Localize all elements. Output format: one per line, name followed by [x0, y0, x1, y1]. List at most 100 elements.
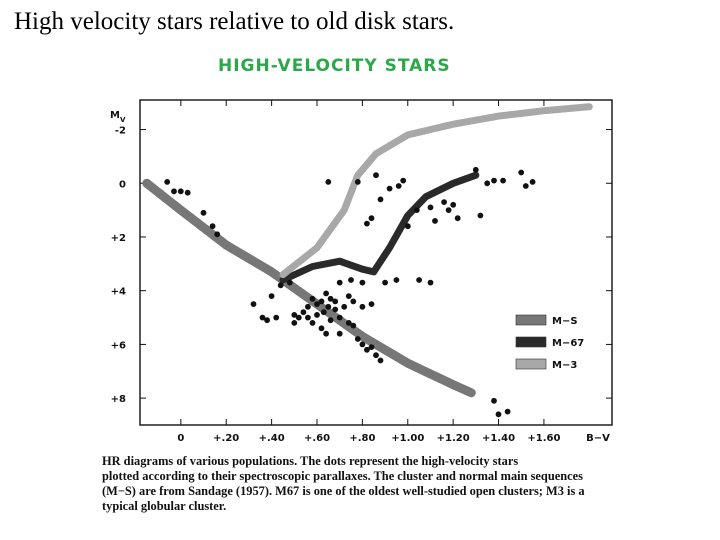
- star-point: [377, 196, 384, 203]
- star-point: [320, 309, 327, 316]
- star-point: [332, 298, 339, 305]
- star-point: [484, 180, 491, 187]
- star-point: [291, 320, 298, 326]
- star-point: [354, 179, 361, 185]
- star-point: [364, 346, 370, 353]
- star-point: [250, 301, 257, 307]
- star-point: [395, 183, 402, 189]
- star-point: [264, 317, 270, 324]
- star-point: [393, 277, 400, 283]
- y-tick-label: +4: [111, 287, 126, 298]
- star-point: [359, 279, 366, 286]
- star-point: [350, 322, 357, 329]
- star-point: [305, 303, 311, 310]
- star-point: [368, 215, 375, 222]
- star-point: [341, 303, 348, 310]
- figure-caption: HR diagrams of various populations. The …: [102, 454, 614, 514]
- star-point: [314, 312, 320, 318]
- star-point: [332, 306, 339, 313]
- star-point: [300, 309, 307, 316]
- caption-line: HR diagrams of various populations. The …: [102, 454, 519, 468]
- plot-frame: [139, 99, 613, 426]
- star-point: [345, 320, 352, 326]
- caption-line: (M−S) are from Sandage (1957). M67 is on…: [102, 484, 585, 498]
- star-point: [291, 312, 298, 318]
- star-point: [318, 298, 325, 305]
- y-tick-label: +6: [111, 340, 126, 351]
- sequence-band-main-sequence: [142, 178, 476, 398]
- y-tick-label: -2: [115, 126, 126, 137]
- star-point: [214, 231, 221, 238]
- star-point: [309, 320, 316, 326]
- star-point: [413, 207, 420, 214]
- star-point: [164, 179, 171, 185]
- x-tick-label: +1.60: [527, 433, 560, 444]
- star-point: [350, 298, 357, 305]
- star-point: [345, 293, 352, 299]
- star-point: [529, 179, 536, 185]
- star-point: [259, 314, 266, 321]
- star-point: [325, 179, 332, 185]
- star-point: [323, 290, 329, 297]
- y-tick-label: 0: [119, 179, 126, 190]
- legend-swatch: [515, 336, 547, 348]
- star-point: [286, 279, 293, 286]
- x-tick-label: +.60: [304, 433, 330, 444]
- star-point: [318, 325, 325, 332]
- star-point: [209, 223, 216, 230]
- star-point: [325, 303, 332, 310]
- star-point: [273, 314, 280, 321]
- points-layer: [164, 166, 536, 418]
- x-tick-label: +1.00: [391, 433, 424, 444]
- star-point: [184, 189, 191, 196]
- caption-line: typical globular cluster.: [102, 499, 227, 513]
- star-point: [495, 411, 502, 418]
- star-point: [382, 279, 388, 286]
- star-point: [364, 220, 370, 227]
- star-point: [522, 183, 529, 189]
- star-point: [441, 199, 447, 206]
- star-point: [309, 295, 316, 302]
- axes-layer: 0 +.20 +.40 +.60 +.80 +1.00 +1.20 +1.40 +1.60 B−V…: [110, 99, 613, 444]
- star-point: [314, 301, 320, 307]
- x-tick-label: +.40: [259, 433, 285, 444]
- x-tick-label: +.20: [213, 433, 239, 444]
- star-point: [386, 185, 393, 192]
- legend-label: M−S: [552, 316, 578, 327]
- star-point: [450, 201, 457, 208]
- star-point: [368, 344, 375, 350]
- star-point: [359, 341, 366, 348]
- star-point: [427, 204, 434, 211]
- legend-label: M−67: [552, 338, 584, 349]
- star-point: [400, 177, 407, 184]
- star-point: [336, 314, 343, 321]
- star-point: [295, 314, 302, 321]
- star-point: [472, 166, 479, 173]
- star-point: [336, 279, 343, 286]
- star-point: [327, 317, 334, 324]
- caption-line: plotted according to their spectroscopic…: [102, 469, 583, 483]
- y-axis-label: M: [110, 110, 120, 121]
- star-point: [504, 408, 511, 415]
- legend-label: M−3: [552, 360, 577, 371]
- handwritten-chart-title: HIGH-VELOCITY STARS: [218, 56, 451, 76]
- legend-swatch: [515, 358, 547, 370]
- star-point: [377, 357, 384, 364]
- y-tick-label: +2: [111, 233, 126, 244]
- x-axis-label: B−V: [586, 433, 610, 444]
- y-axis-label-subscript: V: [120, 116, 126, 124]
- star-point: [477, 212, 484, 219]
- star-point: [373, 172, 379, 179]
- star-point: [359, 303, 366, 310]
- star-point: [177, 188, 184, 195]
- star-point: [200, 209, 207, 216]
- legend: M−S M−67 M−3: [515, 314, 584, 371]
- sequence-band-m3: [279, 103, 593, 279]
- star-point: [491, 177, 497, 184]
- star-point: [518, 169, 525, 176]
- x-tick-label: +.80: [349, 433, 375, 444]
- star-point: [445, 207, 452, 214]
- star-point: [427, 279, 434, 286]
- star-point: [432, 218, 438, 224]
